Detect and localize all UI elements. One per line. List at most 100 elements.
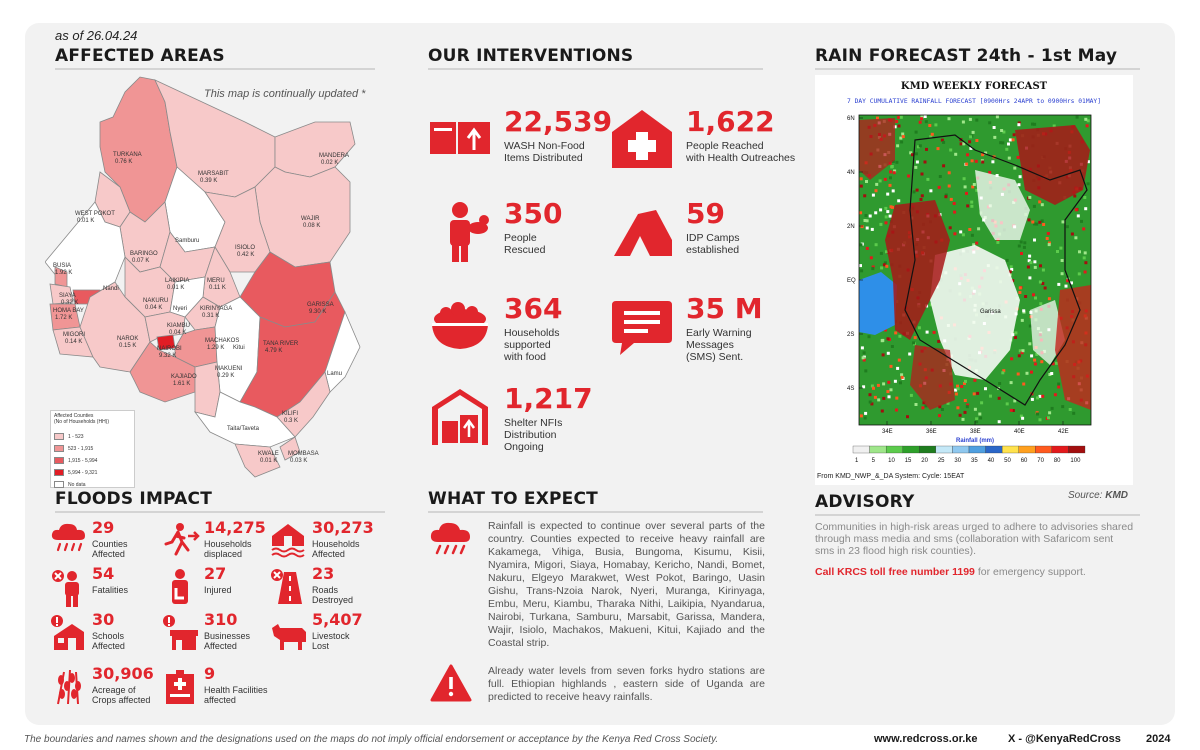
county-label: MAKUENI <box>215 366 243 372</box>
rain-pixel <box>859 177 863 181</box>
rain-pixel <box>963 381 966 385</box>
rain-pixel <box>1035 222 1039 226</box>
rain-pixel <box>871 265 875 269</box>
rain-pixel <box>974 159 978 163</box>
scale-swatch <box>885 445 903 454</box>
scale-value: 50 <box>1004 458 1011 464</box>
rain-pixel <box>1048 373 1052 376</box>
advisory-title: ADVISORY <box>815 492 915 512</box>
rain-pixel <box>996 240 1000 244</box>
rain-pixel <box>1025 371 1029 375</box>
rain-pixel <box>1017 244 1021 248</box>
flood-stat-person-running: 14,275 Households displaced <box>162 520 277 562</box>
rain-pixel <box>956 387 960 391</box>
section-divider <box>815 514 1140 516</box>
rain-pixel <box>1021 349 1025 353</box>
county-value: 4.79 K <box>265 348 282 354</box>
rain-pixel <box>975 417 979 421</box>
rain-pixel <box>1034 296 1037 300</box>
flood-stat-crops: 30,906 Acreage of Crops affected <box>50 666 165 708</box>
rain-pixel <box>863 219 867 222</box>
rain-pixel <box>936 147 940 151</box>
intervention-label: Households <box>504 327 560 339</box>
rain-pixel <box>973 378 977 382</box>
rain-pixel <box>1083 251 1087 255</box>
rain-pixel <box>881 338 885 342</box>
scale-value: 1 <box>855 458 859 464</box>
rain-pixel <box>965 405 969 409</box>
flood-stat-value: 14,275 <box>204 518 266 537</box>
rain-pixel <box>975 139 979 142</box>
flood-stat-label: Livestock <box>312 631 350 641</box>
rain-pixel <box>972 392 976 396</box>
lon-tick-label: 36E <box>926 429 937 435</box>
rain-pixel <box>963 410 967 414</box>
scale-swatch <box>1001 445 1019 454</box>
rain-pixel <box>998 382 1002 385</box>
intervention-value: 350 <box>504 197 563 230</box>
rain-pixel <box>884 206 888 210</box>
scale-title: Rainfall (mm) <box>956 438 994 444</box>
rain-pixel <box>1080 219 1083 223</box>
rain-pixel <box>864 369 868 373</box>
rain-pixel <box>908 352 912 356</box>
injured-person-icon <box>172 569 188 604</box>
dry-area-north <box>975 170 1030 240</box>
county-label: KWALE <box>258 451 279 457</box>
rain-pixel <box>1051 362 1055 366</box>
intervention-label: People Reached <box>686 140 764 152</box>
flood-stat-label: affected <box>204 695 236 705</box>
rain-pixel <box>1085 124 1089 128</box>
rain-pixel <box>888 214 892 218</box>
county-label: Lamu <box>327 371 342 377</box>
county-label: MIGORI <box>63 332 85 338</box>
rain-pixel <box>899 381 902 385</box>
rain-pixel <box>1068 408 1072 411</box>
rain-pixel <box>993 135 997 139</box>
rain-pixel <box>1005 402 1009 406</box>
flood-stat-rain-cloud: 29 Counties Affected <box>50 520 165 562</box>
flood-stat-label: Affected <box>204 641 237 651</box>
rain-pixel <box>880 409 884 413</box>
rain-pixel <box>965 162 969 166</box>
flood-stat-label: Acreage of <box>92 685 136 695</box>
map-legend: Affected Counties (No of Households (HH)… <box>50 410 135 489</box>
rain-pixel <box>954 388 958 392</box>
rain-pixel <box>886 337 890 341</box>
rain-pixel <box>959 230 963 234</box>
rain-pixel <box>897 358 901 362</box>
flood-stat-injured-person: 27 Injured <box>162 566 277 608</box>
rain-pixel <box>860 346 864 350</box>
lat-tick-label: 6N <box>847 116 855 122</box>
rain-pixel <box>897 115 901 119</box>
intervention-warehouse: 1,217 Shelter NFIs Distribution Ongoing <box>428 385 608 465</box>
rain-pixel <box>1027 259 1031 263</box>
rain-pixel <box>862 385 866 389</box>
rain-pixel <box>859 414 863 418</box>
rain-pixel <box>972 243 976 247</box>
rain-pixel <box>1030 354 1034 358</box>
rain-pixel <box>920 194 924 198</box>
rain-pixel <box>1050 372 1054 375</box>
scale-value: 70 <box>1037 458 1044 464</box>
county-value: 1.92 K <box>55 270 72 276</box>
rain-pixel <box>1010 268 1014 271</box>
twitter-handle-link[interactable]: X - @KenyaRedCross <box>1008 733 1121 745</box>
rain-pixel <box>924 404 928 408</box>
rain-pixel <box>897 124 901 128</box>
rain-pixel <box>883 261 887 265</box>
rain-pixel <box>925 147 928 151</box>
rain-pixel <box>1032 293 1035 297</box>
source-value: KMD <box>1105 490 1129 501</box>
scale-value: 5 <box>872 458 876 464</box>
legend-item: 5,994 - 9,321 <box>54 464 97 482</box>
rain-map-subtitle: 7 DAY CUMULATIVE RAINFALL FORECAST [0900… <box>846 98 1101 105</box>
rain-pixel <box>870 227 874 231</box>
county-value: 0.02 K <box>321 160 338 166</box>
website-link[interactable]: www.redcross.or.ke <box>874 733 978 745</box>
lat-tick-label: 4N <box>847 170 855 176</box>
rain-pixel <box>874 189 878 193</box>
rain-pixel <box>1086 160 1090 164</box>
rainfall-forecast-map: Garissa 6N 4N 2N EQ 2S 4S 34E 36E 38E 40E 42E Rai… <box>847 114 1092 464</box>
scale-swatch <box>902 445 920 454</box>
